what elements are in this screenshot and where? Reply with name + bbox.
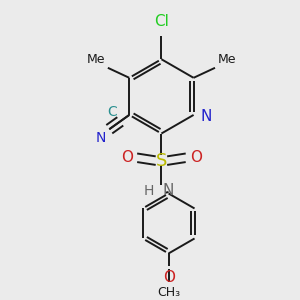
Text: O: O [163,270,175,285]
Text: Cl: Cl [154,14,169,29]
Text: C: C [108,104,117,118]
Text: N: N [95,130,106,145]
Text: CH₃: CH₃ [157,286,180,299]
Text: Me: Me [87,53,106,66]
Text: Me: Me [217,53,236,66]
Text: O: O [190,150,202,165]
Text: H: H [144,184,154,198]
Text: N: N [201,109,212,124]
Text: S: S [156,152,167,169]
Text: O: O [121,150,133,165]
Text: N: N [163,183,174,198]
